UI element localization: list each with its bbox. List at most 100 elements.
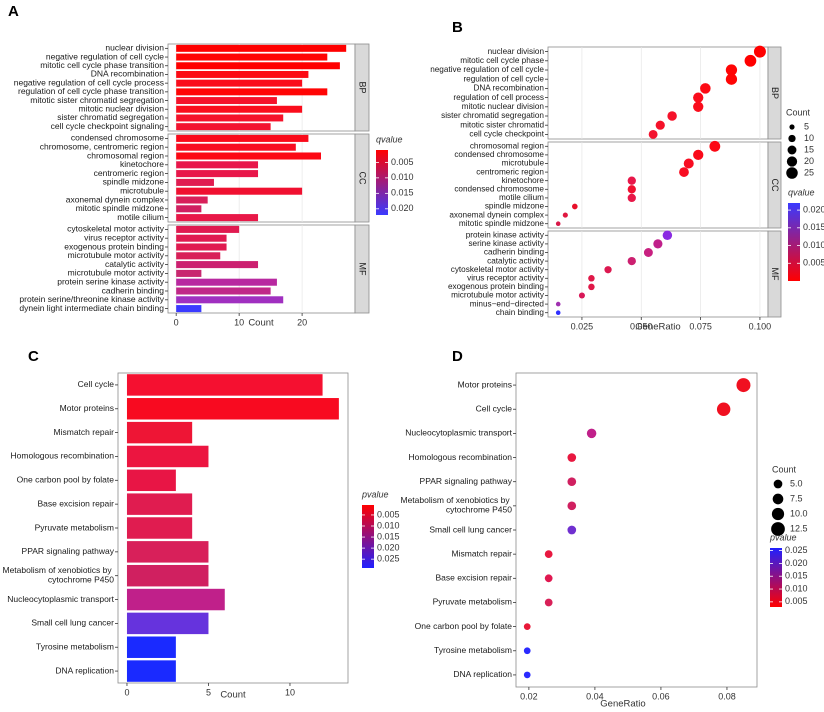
y-tick-label: kinetochore — [502, 176, 545, 185]
bar — [126, 660, 176, 682]
dot — [523, 647, 531, 655]
dot — [567, 453, 577, 462]
y-tick-label: microtubule motor activity — [451, 291, 545, 300]
bar — [176, 214, 259, 222]
facet-label: BP — [358, 81, 368, 93]
y-tick-label: protein kinase activity — [466, 230, 545, 239]
facet-label: CC — [770, 179, 780, 192]
facet-strip — [354, 43, 370, 132]
bar — [176, 143, 296, 151]
size-legend-key — [786, 156, 798, 167]
y-tick-label: serine kinase activity — [468, 239, 544, 248]
bar — [176, 296, 284, 304]
dot — [627, 185, 636, 194]
y-tick-label: cytoskeletal motor activity — [67, 224, 165, 234]
size-legend-title: Count — [772, 464, 797, 474]
y-tick-label: regulation of cell cycle — [463, 74, 544, 83]
y-tick-label: negative regulation of cell cycle proces… — [14, 77, 164, 87]
y-tick-label: nuclear division — [105, 43, 164, 53]
y-tick-label: mitotic cell cycle phase — [460, 56, 544, 65]
colorbar-label: 0.025 — [785, 545, 808, 555]
y-tick-label: Mismatch repair — [54, 427, 115, 437]
facet-label: CC — [358, 172, 368, 185]
y-tick-label: PPAR signaling pathway — [420, 476, 513, 486]
dot — [716, 402, 731, 416]
y-tick-label: mitotic sister chromatid — [460, 120, 544, 129]
y-tick-label: regulation of cell cycle phase transitio… — [18, 86, 164, 96]
y-tick-label: condensed chromosome — [71, 133, 164, 143]
y-tick-label: DNA replication — [55, 665, 114, 675]
y-tick-label: virus receptor activity — [84, 232, 165, 242]
y-tick-label: nuclear division — [488, 47, 545, 56]
panel-label: A — [8, 3, 19, 20]
y-tick-label: chromosomal region — [87, 150, 164, 160]
y-tick-label: minus−end−directed — [470, 299, 545, 308]
dot — [523, 623, 531, 630]
y-tick-label: centromeric region — [94, 168, 165, 178]
bar — [126, 612, 209, 635]
bar — [176, 243, 227, 251]
size-legend-key — [772, 493, 784, 505]
dot — [572, 203, 578, 210]
size-legend-label: 7.5 — [790, 493, 803, 503]
y-tick-label: Tyrosine metabolism — [434, 645, 512, 655]
colorbar-title: qvalue — [376, 134, 403, 144]
size-legend-label: 10.0 — [790, 508, 808, 518]
y-tick-label: Motor proteins — [60, 403, 114, 413]
y-tick-label: Small cell lung cancer — [31, 618, 114, 628]
bar — [176, 196, 208, 204]
x-tick-label: 0.04 — [586, 691, 604, 701]
dot — [562, 212, 568, 218]
bar — [126, 445, 209, 468]
dot — [567, 525, 577, 535]
bar — [126, 636, 176, 658]
y-tick-label: axonemal dynein complex — [449, 210, 544, 219]
bar — [176, 178, 214, 186]
facet-strip — [767, 46, 782, 140]
y-tick-label: protein serine kinase activity — [57, 276, 165, 286]
colorbar-title: pvalue — [769, 532, 797, 542]
y-tick-label: Pyruvate metabolism — [35, 522, 114, 532]
x-tick-label: 10 — [234, 317, 244, 327]
size-legend-key — [788, 134, 796, 143]
bar — [176, 170, 259, 178]
y-tick-label: motile cilium — [499, 193, 544, 202]
bar — [176, 152, 321, 160]
facet-strip — [354, 133, 370, 223]
y-tick-label: DNA recombination — [91, 69, 165, 79]
x-tick-label: 0.08 — [718, 691, 736, 701]
facet-label: BP — [770, 87, 780, 99]
colorbar — [362, 505, 374, 568]
y-tick-label: catalytic activity — [105, 259, 165, 269]
size-legend-label: 20 — [804, 156, 814, 166]
dot — [693, 92, 704, 103]
dot — [667, 111, 677, 121]
y-tick-label: microtubule motor activity — [68, 268, 165, 278]
y-tick-label: spindle midzone — [485, 202, 545, 211]
dot — [578, 292, 585, 299]
x-axis-title: Count — [220, 690, 246, 701]
facet-label: MF — [358, 263, 368, 276]
y-tick-label: dynein light intermediate chain binding — [19, 303, 164, 313]
y-tick-label: negative regulation of cell cycle — [430, 65, 544, 74]
colorbar — [376, 150, 388, 215]
dot — [753, 45, 766, 58]
dot — [725, 73, 738, 85]
x-tick-label: 0.075 — [689, 321, 712, 331]
dot — [567, 501, 577, 511]
colorbar-label: 0.005 — [785, 596, 808, 606]
bar — [126, 493, 193, 515]
size-legend-label: 15 — [804, 144, 814, 154]
x-tick-label: 0.100 — [749, 321, 772, 331]
y-tick-label: regulation of cell process — [453, 93, 544, 102]
y-tick-label: cadherin binding — [484, 248, 545, 257]
colorbar-title: pvalue — [361, 489, 389, 499]
y-tick-label: mitotic spindle midzone — [76, 203, 165, 213]
dot — [709, 140, 721, 152]
panel-label: D — [452, 348, 463, 365]
colorbar-label: 0.020 — [803, 204, 824, 214]
size-legend-key — [771, 522, 785, 536]
y-tick-label: One carbon pool by folate — [17, 475, 115, 485]
bar — [176, 234, 227, 242]
